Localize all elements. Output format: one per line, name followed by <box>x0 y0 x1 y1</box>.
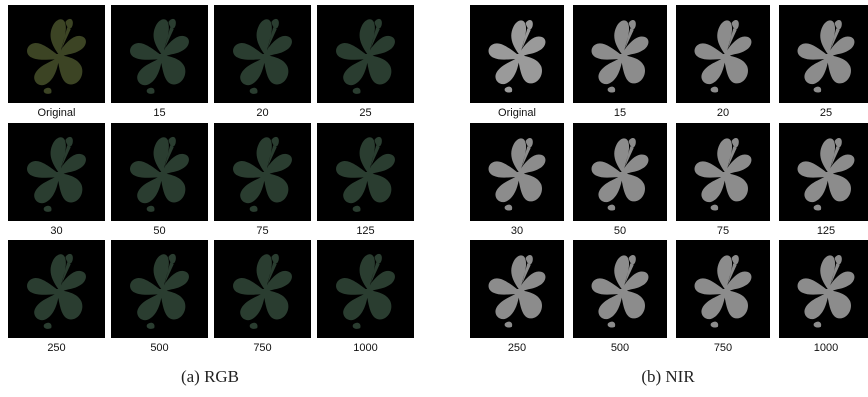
plant <box>489 20 546 92</box>
image-label: 20 <box>214 107 311 119</box>
image-label: 25 <box>317 107 414 119</box>
plant-image <box>317 240 414 338</box>
image-label: 50 <box>111 225 208 237</box>
plant-image <box>573 240 667 338</box>
plant-image <box>8 240 105 338</box>
plant <box>695 255 752 327</box>
image-label: Original <box>8 107 105 119</box>
plant-image <box>214 5 311 103</box>
plant <box>592 20 649 92</box>
plant <box>130 254 189 329</box>
plant-image <box>111 240 208 338</box>
image-label: 250 <box>8 342 105 354</box>
plant-image <box>470 5 564 103</box>
image-label: 500 <box>111 342 208 354</box>
figure: Original 15 20 25 30 50 75 125 250 500 750 1000 (a) … <box>0 0 868 397</box>
plant-image <box>8 5 105 103</box>
plant <box>695 138 752 210</box>
plant <box>489 255 546 327</box>
plant <box>592 138 649 210</box>
plant <box>489 138 546 210</box>
plant <box>233 19 292 94</box>
plant <box>798 138 855 210</box>
image-label: 15 <box>573 107 667 119</box>
plant <box>336 254 395 329</box>
image-label: 750 <box>676 342 770 354</box>
image-label: 75 <box>676 225 770 237</box>
plant <box>336 19 395 94</box>
image-label: 125 <box>779 225 868 237</box>
plant-image <box>470 123 564 221</box>
plant-image <box>676 5 770 103</box>
image-label: 30 <box>8 225 105 237</box>
image-label: 750 <box>214 342 311 354</box>
plant <box>130 19 189 94</box>
plant <box>27 137 86 212</box>
plant-image <box>8 123 105 221</box>
image-label: 125 <box>317 225 414 237</box>
plant-image <box>779 123 868 221</box>
plant-image <box>573 5 667 103</box>
plant-image <box>317 123 414 221</box>
plant <box>27 19 86 94</box>
plant-image <box>676 240 770 338</box>
plant-image <box>111 123 208 221</box>
image-label: 250 <box>470 342 564 354</box>
image-label: 25 <box>779 107 868 119</box>
image-label: 50 <box>573 225 667 237</box>
plant <box>695 20 752 92</box>
plant <box>798 255 855 327</box>
image-label: 75 <box>214 225 311 237</box>
plant-image <box>214 240 311 338</box>
image-label: 1000 <box>779 342 868 354</box>
image-label: 500 <box>573 342 667 354</box>
image-label: 30 <box>470 225 564 237</box>
plant <box>798 20 855 92</box>
panel-caption: (b) NIR <box>568 367 768 387</box>
image-label: 20 <box>676 107 770 119</box>
plant-image <box>470 240 564 338</box>
plant-image <box>214 123 311 221</box>
plant <box>27 254 86 329</box>
plant <box>592 255 649 327</box>
image-label: Original <box>470 107 564 119</box>
image-label: 15 <box>111 107 208 119</box>
plant-image <box>111 5 208 103</box>
plant-image <box>676 123 770 221</box>
plant <box>130 137 189 212</box>
plant <box>336 137 395 212</box>
plant <box>233 254 292 329</box>
panel-caption: (a) RGB <box>110 367 310 387</box>
plant-image <box>779 240 868 338</box>
plant-image <box>573 123 667 221</box>
plant-image <box>317 5 414 103</box>
plant-image <box>779 5 868 103</box>
plant <box>233 137 292 212</box>
image-label: 1000 <box>317 342 414 354</box>
